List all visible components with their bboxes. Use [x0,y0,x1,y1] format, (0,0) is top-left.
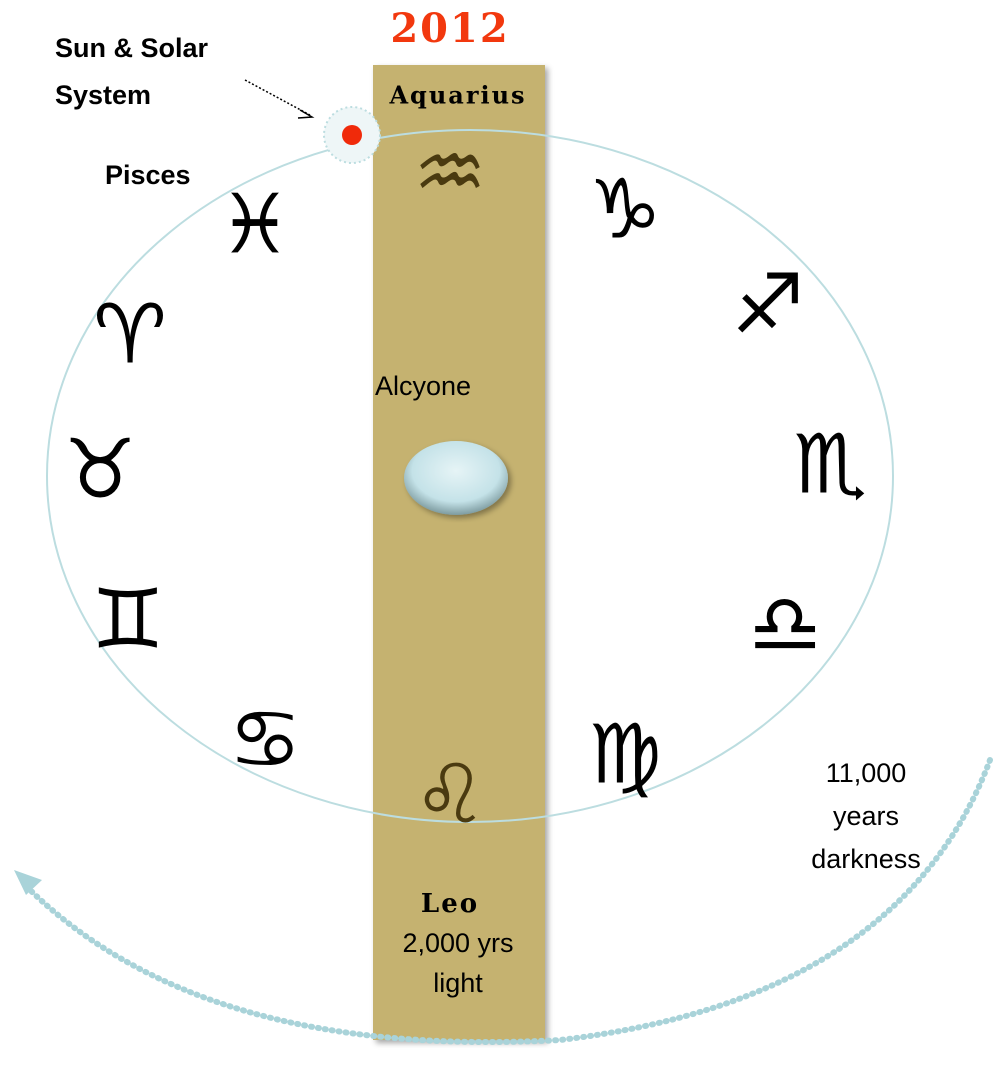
band-bottom-label: 2,000 yrs [402,928,513,958]
center-label: Alcyone [375,371,471,401]
sun [342,125,362,145]
zodiac-symbol: ♌︎ [413,747,487,842]
zodiac-symbol: ♊︎ [91,572,165,667]
cycle-arrow [22,757,993,1045]
light-band [373,65,545,1040]
pointer [244,79,311,116]
band-bottom-label: light [433,968,483,998]
sun-label: Sun & Solar [55,33,209,63]
arrow-head [14,870,42,895]
zodiac-symbol: ♒︎ [413,125,487,220]
year: 2012 [390,5,509,52]
band-top-label: Aquarius [388,81,526,110]
darkness-label: darkness [811,844,921,874]
pisces-label: Pisces [105,160,191,190]
pointer-head [297,109,315,119]
zodiac-symbol: ♋︎ [228,692,302,787]
darkness-label: years [833,801,899,831]
sun-label: System [55,80,151,110]
zodiac-symbol: ♎︎ [748,577,822,672]
zodiac-symbol: ♏︎ [793,417,867,512]
alcyone [404,441,508,515]
darkness-label: 11,000 [826,758,907,788]
band-bottom-label: Leo [421,889,479,919]
zodiac-symbol: ♑︎ [588,162,662,257]
zodiac-symbol: ♍︎ [588,707,662,802]
orbit [46,129,894,823]
zodiac-symbol: ♉︎ [63,422,137,517]
zodiac-symbol: ♓︎ [218,177,292,272]
zodiac-symbol: ♐︎ [731,257,805,352]
zodiac-symbol: ♈︎ [93,287,167,382]
